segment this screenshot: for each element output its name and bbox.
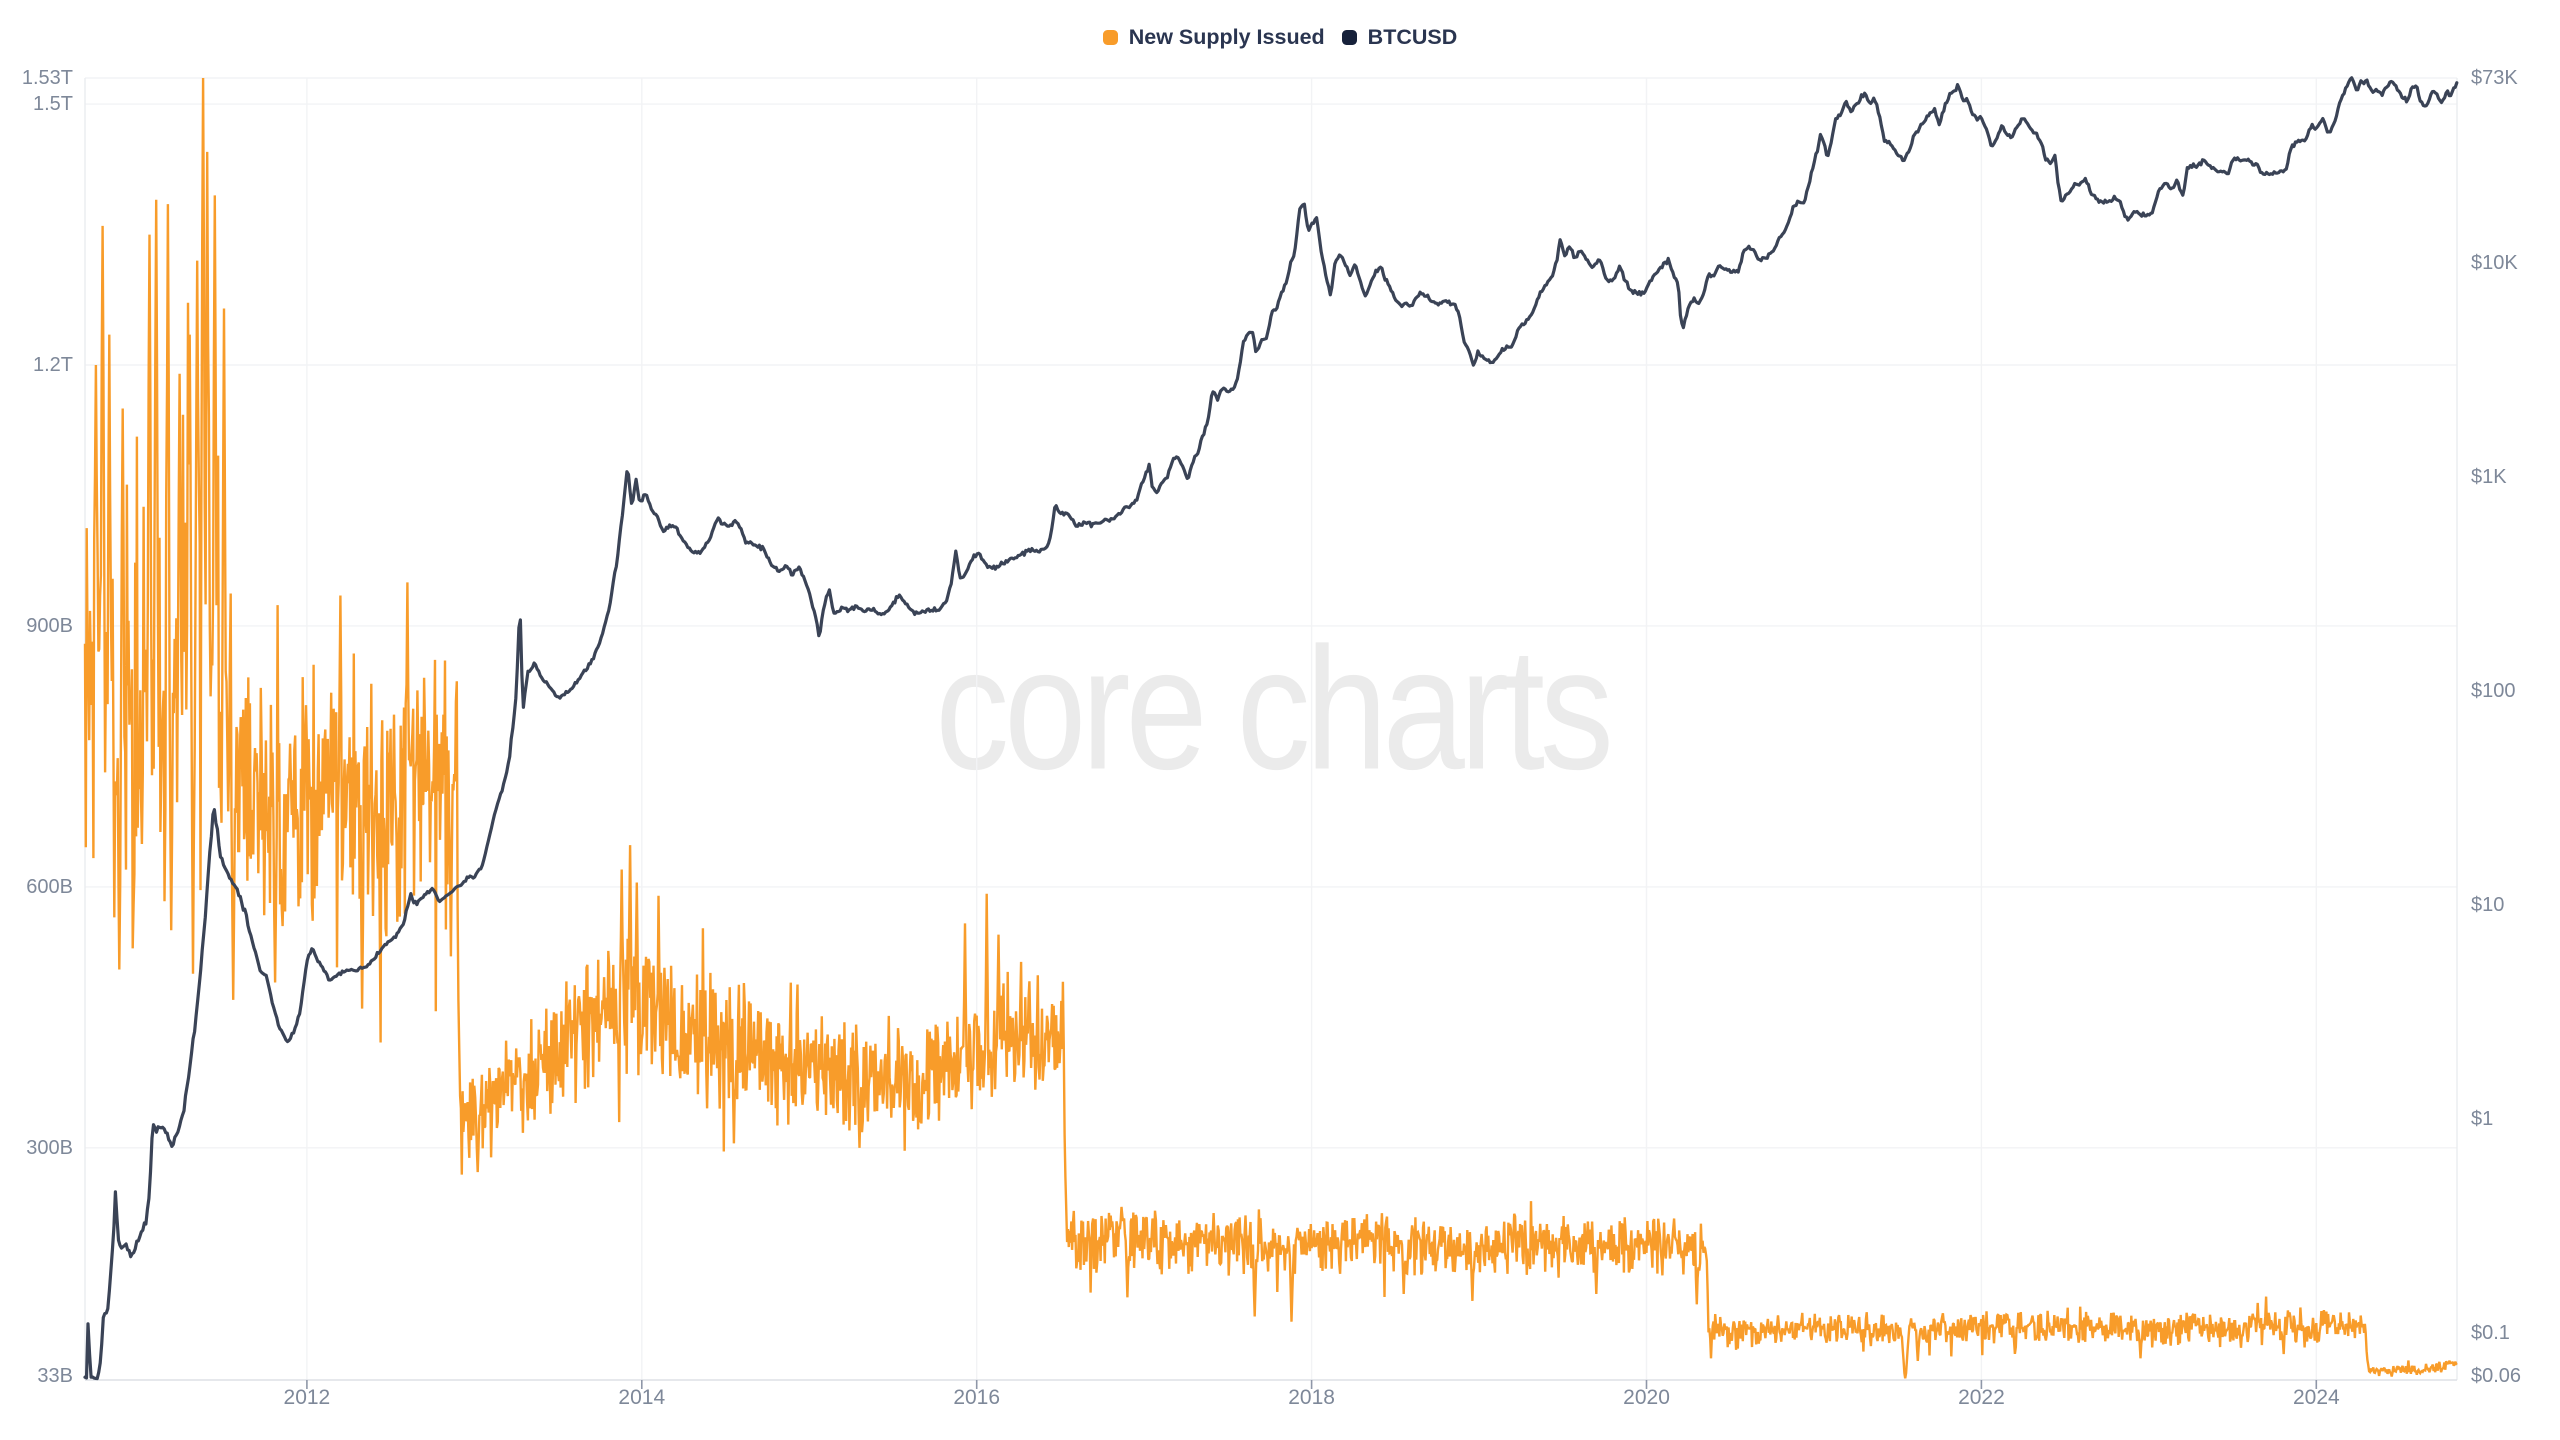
legend-label-btcusd: BTCUSD (1367, 24, 1458, 49)
watermark: core charts (935, 607, 1614, 808)
legend-item-btcusd[interactable]: BTCUSD (1341, 24, 1458, 50)
new-supply-swatch-icon (1102, 29, 1118, 45)
btcusd-swatch-icon (1341, 29, 1357, 45)
watermark-core: core (935, 610, 1207, 806)
watermark-charts: charts (1236, 610, 1614, 806)
new-supply-series-path (83, 77, 2458, 1379)
btcusd-series-path (83, 76, 2459, 1381)
legend-item-new-supply-issued[interactable]: New Supply Issued (1102, 24, 1325, 50)
legend-label-new-supply-issued: New Supply Issued (1128, 24, 1325, 49)
legend: New Supply Issued BTCUSD (0, 23, 2560, 51)
